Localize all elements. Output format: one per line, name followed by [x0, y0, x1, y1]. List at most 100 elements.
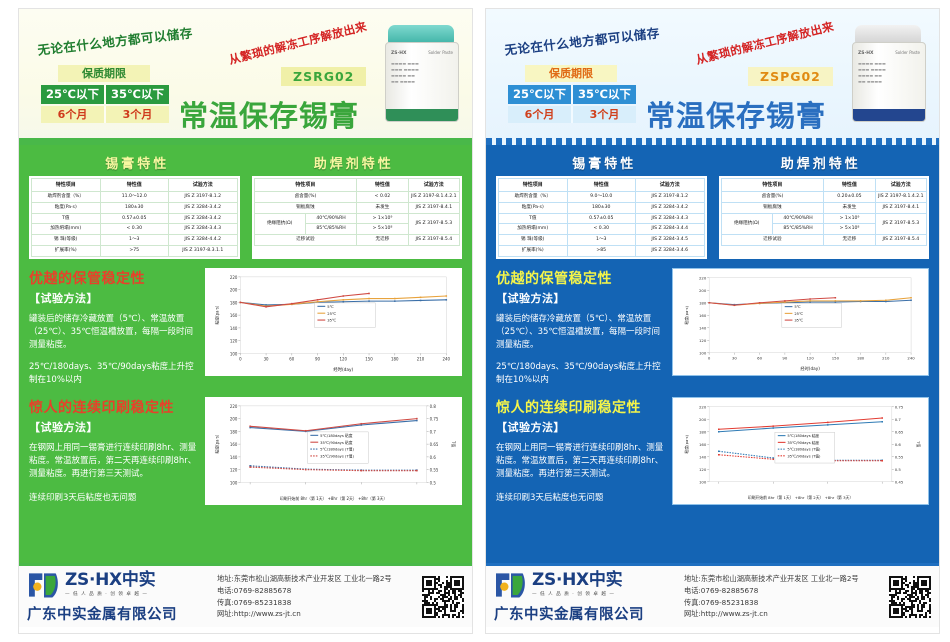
- chart-svg: 100 120 140 160 180 200 220 0 30 60 90 120 150 180 210…: [215, 275, 451, 373]
- company-name: 广东中实金属有限公司: [27, 606, 177, 623]
- y-tick-label: 180: [699, 429, 707, 434]
- paste-spec-table: 特性项目 特性值 试验方法 助焊剂含量（%） 11.0～12.0 JIS Z 3197-…: [31, 177, 238, 257]
- table-cell: 锡 珠(等级): [31, 234, 101, 246]
- section-heading-paste: 锡膏特性: [105, 157, 170, 172]
- table-cell: 1～3: [99, 234, 169, 246]
- chart-series-line: [250, 419, 417, 432]
- section-heading-paste: 锡膏特性: [572, 157, 637, 172]
- table-cell-condition: 40℃/90%RH: [304, 212, 358, 225]
- shelf-month-2: 3个月: [104, 106, 169, 123]
- table-cell-label: 铜板腐蚀: [253, 201, 358, 214]
- y2-axis-label: T值: [916, 440, 921, 447]
- y2-tick-label: 0.5: [430, 480, 437, 485]
- contact-fax: 传真:0769-85231838: [684, 597, 759, 607]
- product-panel-right: 无论在什么地方都可以储存 从繁琐的解冻工序解放出来 保质期限 25℃以下 35℃…: [485, 8, 940, 634]
- table-row: 迁移试验 无迁移 JIS Z 3197-8.5.4: [720, 234, 928, 246]
- y-tick-label: 160: [699, 313, 707, 318]
- y2-tick-label: 0.75: [430, 416, 439, 421]
- y-tick-label: 100: [699, 479, 707, 484]
- table-cell: JIS Z 3284-3.4.3: [635, 212, 705, 225]
- table-cell-value: 无迁移: [823, 234, 876, 246]
- y-tick-label: 160: [230, 442, 238, 447]
- panel-header: 无论在什么地方都可以储存 从繁琐的解冻工序解放出来 保质期限 25℃以下 35℃…: [486, 9, 939, 145]
- table-cell: JIS Z 3197-8.3.1.1: [168, 244, 238, 257]
- x-axis-label: 印刷开始前 8hr（第 1天） +8hr（第 2天） +8hr（第 3天）: [280, 496, 388, 501]
- feature-subtitle: 【试验方法】: [496, 291, 565, 305]
- contact-website[interactable]: 网址:http://www.zs-jt.cn: [217, 609, 301, 619]
- table-cell: JIS Z 3284-3.4.6: [635, 244, 705, 257]
- chart-series-line: [709, 296, 836, 306]
- table-cell: 助焊剂含量（%）: [498, 191, 568, 203]
- legend-label: 35℃/90days 粘度: [787, 439, 819, 444]
- continuous-printing-chart: 100 120 140 160 180 200 220 0.5 0.55 0.6 0.65 0.7 0.…: [205, 396, 462, 505]
- y-tick-label: 140: [699, 325, 707, 330]
- x-tick-label: 0: [708, 355, 711, 360]
- table-cell: < 0.30: [566, 223, 636, 236]
- table-cell-condition: 85℃/85%RH: [771, 223, 825, 236]
- table-cell: 扩展率(%): [31, 244, 101, 257]
- section-headings: 锡膏特性 助焊剂特性: [29, 153, 462, 176]
- jar-bottom-band: [853, 109, 925, 121]
- table-cell-method: JIS Z 3197-8.1.4.2.1: [407, 191, 461, 203]
- table-cell-value: 未发生: [356, 201, 409, 214]
- x-axis-label: 经时(day): [333, 366, 353, 373]
- jar-label-type: Solder Paste: [428, 50, 453, 55]
- table-header-cell: 特性值: [99, 177, 169, 193]
- section-heading-flux: 助焊剂特性: [313, 157, 394, 172]
- feature-title: 惊人的连续印刷稳定性: [496, 399, 641, 416]
- y-tick-label: 120: [699, 338, 707, 343]
- feature-text: 惊人的连续印刷稳定性 【试验方法】 在钢网上用同一锡膏进行连续印刷8hr、测量粘…: [496, 397, 672, 506]
- y-tick-label: 140: [230, 326, 238, 331]
- flux-spec-table-wrap: 特性项目 特性值 试验方法 卤含量(%) < 0.02 JIS Z 3197-8.1.4…: [251, 176, 462, 259]
- table-cell-label: 迁移试验: [253, 234, 358, 246]
- shelf-life-months: 6个月 3个月: [41, 106, 231, 123]
- table-cell: 助焊剂含量（%）: [31, 191, 101, 203]
- table-row: 加热坍塌(mm) < 0.30 JIS Z 3284-3.4.3: [31, 223, 238, 236]
- table-cell-value: > 1×10⁹: [356, 212, 409, 225]
- table-cell: 粘度(Pa·s): [498, 201, 568, 214]
- contact-website[interactable]: 网址:http://www.zs-jt.cn: [684, 609, 768, 619]
- x-axis-label: 经时(day): [800, 365, 820, 371]
- section-headings: 锡膏特性 助焊剂特性: [496, 153, 929, 176]
- table-row: 卤含量(%) 0.20±0.05 JIS Z 3197-8.1.4.2.1: [720, 191, 928, 203]
- logo-wordmark: ZS·HX中实: [532, 570, 623, 590]
- y-tick-label: 180: [230, 300, 238, 305]
- feature-storage-stability: 优越的保管稳定性 【试验方法】 罐装后的储存冷藏放置（5℃）、常温放置（25℃）…: [29, 267, 462, 388]
- table-cell-label: 绝缘阻抗(Ω): [253, 212, 306, 236]
- y-tick-label: 160: [699, 442, 707, 447]
- jar-lid: [388, 25, 454, 44]
- legend-label: 35℃: [327, 318, 336, 322]
- shelf-life-block: 保质期限 25℃以下 35℃以下 6个月 3个月: [41, 65, 231, 123]
- logo-top-row: ZS·HX中实 — 低 人 品 质 · 创 领 卓 越 —: [494, 570, 674, 600]
- feature-paragraph-1: 在钢网上用同一锡膏进行连续印刷8hr、测量粘度。常温放置后，第二天再连续印刷8h…: [29, 442, 197, 479]
- table-cell: JIS Z 3284-3.4.2: [168, 201, 238, 214]
- legend-label: 5℃/180days 粘度: [320, 432, 353, 437]
- logo-top-row: ZS·HX中实 — 低 人 品 质 · 创 领 卓 越 —: [27, 570, 207, 600]
- shelf-life-block: 保质期限 25℃以下 35℃以下 6个月 3个月: [508, 65, 698, 123]
- y2-tick-label: 0.6: [895, 442, 902, 447]
- section-heading-flux: 助焊剂特性: [780, 157, 861, 172]
- contact-tel: 电话:0769-82885678: [217, 585, 292, 595]
- table-header-cell: 试验方法: [168, 177, 238, 193]
- table-header-row: 特性项目 特性值 试验方法: [720, 177, 928, 193]
- table-cell-condition: 85℃/85%RH: [304, 223, 358, 236]
- y-tick-label: 220: [230, 403, 238, 408]
- table-header-cell: 试验方法: [635, 177, 705, 193]
- header-divider: [19, 138, 472, 145]
- table-header-cell: 试验方法: [874, 177, 928, 193]
- table-row: 粘度(Pa·s) 180±30 JIS Z 3284-3.4.2: [31, 201, 238, 214]
- shelf-life-title: 保质期限: [58, 65, 150, 82]
- x-tick-label: 150: [832, 355, 840, 360]
- x-tick-label: 90: [782, 355, 787, 360]
- qr-code: [422, 575, 464, 618]
- header-divider: [486, 138, 939, 145]
- feature-paragraph-2: 连续印刷3天后粘度也无问题: [29, 493, 137, 504]
- table-cell-value: > 5×10⁸: [823, 223, 876, 236]
- y-tick-label: 180: [699, 300, 707, 305]
- table-cell-value: > 5×10⁸: [356, 223, 409, 236]
- table-row: 卤含量(%) < 0.02 JIS Z 3197-8.1.4.2.1: [253, 191, 461, 203]
- legend-label: 25℃: [327, 311, 336, 315]
- feature-paragraph-1: 罐装后的储存冷藏放置（5℃）、常温放置（25℃）、35℃恒温槽放置，每隔一段时间…: [29, 313, 193, 350]
- zshx-logo-icon: [29, 572, 58, 597]
